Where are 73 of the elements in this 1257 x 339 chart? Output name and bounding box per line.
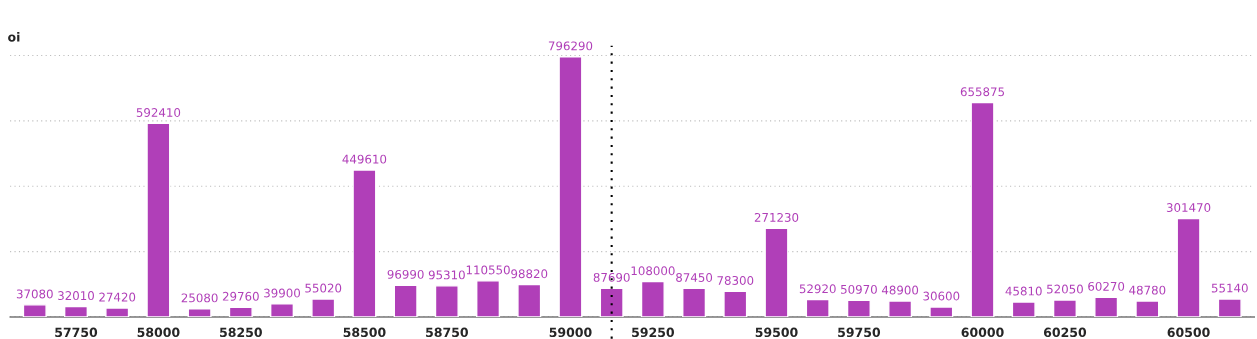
data-label: 78300 (717, 276, 754, 285)
x-tick-label: 57750 (55, 327, 98, 338)
bar (352, 169, 377, 317)
bar (434, 285, 459, 317)
data-label: 796290 (548, 41, 593, 51)
data-label: 271230 (754, 212, 799, 222)
x-tick-label: 59500 (755, 327, 798, 338)
bar (1135, 300, 1160, 317)
bar (640, 280, 665, 317)
data-label: 52920 (799, 284, 836, 294)
data-label: 27420 (99, 292, 136, 302)
x-tick-label: 58000 (137, 327, 180, 338)
bar (723, 290, 748, 317)
bar (22, 304, 47, 317)
data-label: 98820 (511, 269, 548, 279)
data-label: 55020 (305, 283, 342, 293)
x-tick-label: 60500 (1167, 327, 1210, 338)
data-label: 110550 (466, 265, 510, 275)
x-tick-label: 58250 (220, 327, 262, 338)
bar (929, 306, 954, 317)
bar (393, 284, 418, 317)
data-label: 96990 (387, 269, 424, 279)
data-label: 95310 (428, 270, 465, 280)
data-label: 45810 (1005, 286, 1042, 296)
y-axis-title: oi (8, 31, 20, 42)
bar (1217, 298, 1242, 317)
bar (146, 122, 171, 317)
bar (1176, 217, 1201, 317)
data-label: 655875 (960, 87, 1005, 97)
data-label: 39900 (264, 288, 301, 298)
bar (228, 306, 253, 317)
bar (558, 56, 583, 317)
data-label: 87690 (593, 272, 630, 282)
data-label: 37080 (16, 289, 53, 299)
data-label: 108000 (631, 266, 675, 276)
bar (63, 305, 89, 317)
bar (805, 298, 830, 317)
data-label: 48780 (1129, 285, 1166, 295)
bar (1094, 296, 1119, 317)
x-tick-label: 58500 (343, 327, 386, 338)
bar (599, 287, 624, 317)
data-label: 592410 (136, 108, 181, 117)
x-tick-label: 59000 (549, 327, 592, 338)
bar (1011, 301, 1036, 317)
bar (970, 101, 995, 317)
data-label: 29760 (222, 291, 259, 301)
x-tick-label: 60000 (961, 327, 1004, 338)
x-tick-label: 59250 (632, 327, 675, 338)
data-label: 52050 (1047, 284, 1083, 294)
bar (476, 280, 501, 317)
bar (764, 227, 789, 317)
data-label: 60270 (1088, 281, 1125, 291)
data-label: 25080 (181, 293, 218, 303)
x-tick-label: 58750 (426, 327, 468, 338)
bar (269, 303, 295, 317)
bar (1052, 299, 1077, 317)
bar (682, 287, 707, 317)
data-label: 449610 (342, 154, 387, 164)
bar (846, 299, 871, 317)
data-label: 30600 (923, 291, 960, 301)
bar (105, 307, 130, 317)
bar (517, 283, 542, 317)
data-label: 301470 (1166, 203, 1211, 213)
data-label: 32010 (58, 291, 94, 301)
x-tick-label: 60250 (1043, 327, 1087, 338)
data-label: 87450 (676, 273, 713, 282)
bar (888, 300, 913, 317)
data-label: 50970 (841, 284, 877, 294)
data-label: 55140 (1211, 283, 1248, 293)
data-label: 48900 (881, 285, 919, 295)
bar (311, 298, 336, 317)
bar (187, 308, 212, 317)
x-tick-label: 59750 (838, 327, 881, 338)
